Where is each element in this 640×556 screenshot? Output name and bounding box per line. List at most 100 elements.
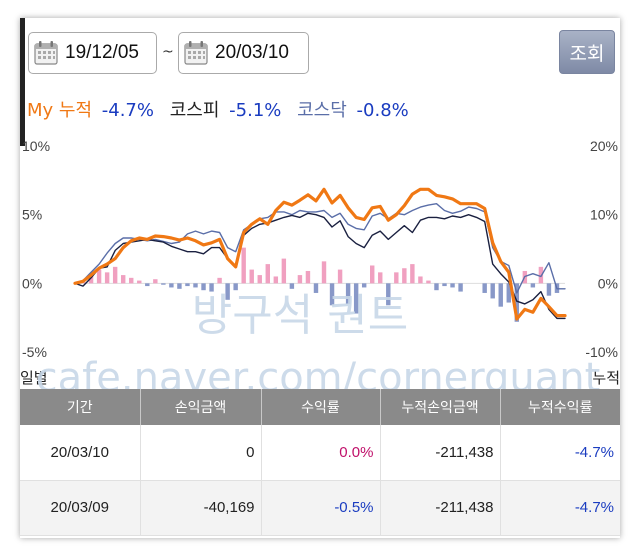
my-cumulative-value: -4.7%	[101, 100, 154, 121]
calendar-icon[interactable]	[183, 40, 209, 66]
daily-bar	[281, 258, 287, 284]
daily-bar	[289, 283, 295, 289]
daily-bar	[482, 283, 487, 293]
col-header-period: 기간	[20, 389, 141, 425]
daily-bar	[241, 247, 246, 284]
right-axis-label: 누적	[592, 369, 620, 387]
cell-cum-rate: -4.7%	[500, 425, 620, 481]
daily-bar	[506, 283, 511, 303]
daily-bar	[201, 283, 206, 291]
daily-bar	[546, 283, 552, 296]
pnl-table: 기간 손익금액 수익률 누적손익금액 누적수익률 20/03/10 0 0.0%…	[20, 389, 620, 536]
col-header-rate: 수익률	[261, 389, 381, 425]
app-frame: 19/12/05 ~ 20/03/10 조회 My 누적 -4.	[20, 18, 620, 538]
cell-date: 20/03/10	[20, 425, 141, 481]
col-header-cum-rate: 누적수익률	[500, 389, 620, 425]
kospi-label: 코스피	[169, 100, 220, 121]
cell-pnl: 0	[140, 425, 262, 481]
start-date-text: 19/12/05	[65, 42, 139, 63]
right-axis-tick-label: 20%	[590, 138, 618, 154]
table-row[interactable]: 20/03/10 0 0.0% -211,438 -4.7%	[20, 425, 620, 481]
daily-bar	[490, 283, 495, 299]
daily-bar	[177, 283, 182, 289]
daily-bar	[185, 283, 190, 287]
right-axis-tick-label: -10%	[585, 344, 618, 360]
cell-rate: 0.0%	[261, 425, 381, 481]
calendar-icon[interactable]	[33, 40, 59, 66]
return-chart: 10% 5% 0% -5% 20% 10% 0% -10% 일별 누적 방구석 퀀트 cafe.nav…	[20, 128, 620, 401]
table-header-row: 기간 손익금액 수익률 누적손익금액 누적수익률	[20, 389, 620, 425]
kosdaq-value: -0.8%	[356, 100, 409, 121]
daily-bar	[161, 283, 166, 285]
daily-bar	[112, 266, 118, 284]
daily-bar	[353, 283, 359, 314]
daily-bar	[249, 269, 254, 284]
daily-bar	[305, 270, 311, 284]
daily-bar	[153, 279, 158, 284]
daily-bar	[96, 269, 102, 284]
table-row[interactable]: 20/03/09 -40,169 -0.5% -211,438 -4.7%	[20, 480, 620, 536]
daily-bar	[361, 283, 367, 288]
daily-bar	[217, 277, 222, 284]
daily-bar	[104, 272, 110, 284]
end-date-text: 20/03/10	[215, 42, 289, 63]
daily-bar	[370, 265, 375, 284]
daily-bar	[530, 283, 536, 288]
watermark-title: 방구석 퀀트	[192, 290, 408, 341]
daily-bar	[418, 276, 423, 284]
end-date-field[interactable]: 20/03/10	[178, 32, 309, 74]
daily-bar	[321, 261, 327, 284]
daily-bar	[410, 264, 415, 284]
daily-bar	[169, 283, 174, 288]
daily-bar	[137, 280, 142, 284]
daily-bar	[273, 276, 279, 284]
daily-bar	[129, 277, 134, 284]
kosdaq-label: 코스닥	[297, 100, 347, 121]
daily-bar	[514, 283, 520, 322]
kospi-line	[74, 212, 566, 320]
right-axis-tick-label: 0%	[598, 275, 618, 291]
daily-bar	[209, 283, 214, 292]
daily-bar	[337, 269, 343, 284]
left-axis-tick-label: 5%	[22, 207, 42, 223]
return-summary: My 누적 -4.7% 코스피 -5.1% 코스닥 -0.8%	[27, 96, 413, 122]
daily-bar	[313, 283, 319, 293]
start-date-field[interactable]: 19/12/05	[28, 32, 157, 74]
daily-bar	[145, 283, 150, 287]
left-axis-tick-label: -5%	[22, 344, 47, 360]
daily-bar	[345, 283, 351, 304]
my-cumulative-label: My 누적	[27, 100, 93, 121]
daily-bar	[394, 272, 399, 284]
daily-bar	[426, 280, 431, 284]
my-cumulative-line	[73, 187, 567, 321]
date-toolbar: 19/12/05 ~ 20/03/10 조회	[20, 18, 620, 88]
cell-cum-rate: -4.7%	[500, 480, 620, 536]
daily-bar	[120, 275, 126, 284]
daily-bar	[402, 268, 407, 284]
left-accent-bar	[20, 18, 25, 146]
col-header-cum-pnl: 누적손익금액	[380, 389, 501, 425]
cell-pnl: -40,169	[140, 480, 262, 536]
daily-bar	[450, 283, 455, 288]
daily-bar	[386, 283, 391, 306]
query-button[interactable]: 조회	[559, 30, 615, 74]
date-range-separator: ~	[162, 44, 174, 60]
cell-cum-pnl: -211,438	[380, 480, 501, 536]
daily-bar	[329, 283, 335, 306]
left-axis-tick-label: 10%	[22, 138, 50, 154]
kosdaq-line	[74, 202, 566, 294]
daily-bar	[88, 275, 94, 284]
daily-bar	[538, 266, 544, 284]
daily-bar	[378, 272, 383, 284]
daily-bar	[265, 264, 270, 284]
daily-bar	[297, 275, 303, 284]
cell-date: 20/03/09	[20, 480, 141, 536]
daily-bar	[458, 283, 463, 292]
col-header-pnl: 손익금액	[140, 389, 262, 425]
left-axis-label: 일별	[20, 369, 48, 387]
daily-bar	[193, 283, 198, 288]
daily-bar	[225, 283, 230, 300]
kospi-value: -5.1%	[229, 100, 282, 121]
cell-rate: -0.5%	[261, 480, 381, 536]
